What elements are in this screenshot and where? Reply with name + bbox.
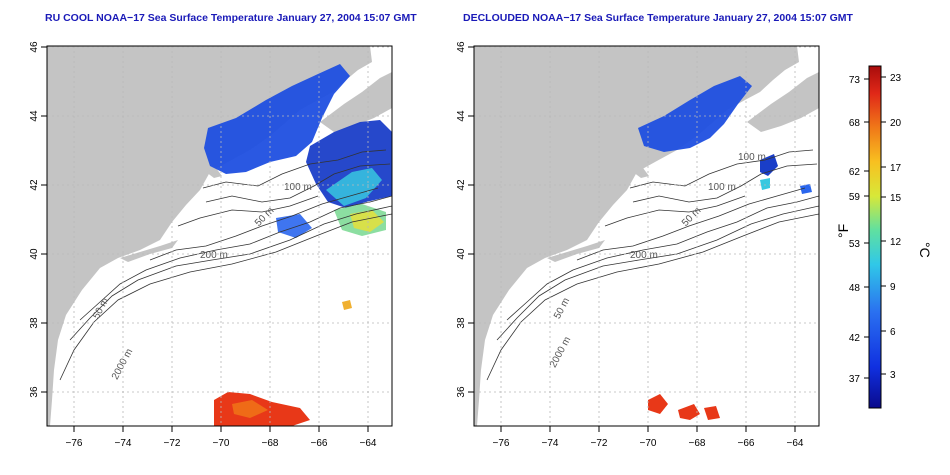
- left-long-island: [120, 240, 178, 262]
- colorbar-c-tick-label: 17: [890, 163, 902, 174]
- right-x-tick-label: −72: [591, 438, 608, 449]
- left-sst-gulf-of-maine: [204, 64, 350, 174]
- right-y-tick-label: 40: [456, 248, 467, 260]
- colorbar-gradient: [868, 65, 882, 409]
- right-sst-gulf-of-maine: [638, 76, 752, 152]
- colorbar: 73 68 62 59 53 48 42 37 23 20 17 15 12 9 6 3 °F °C: [835, 65, 933, 409]
- left-sst-warm-core: [232, 400, 268, 418]
- colorbar-f-tick-label: 37: [849, 374, 861, 385]
- left-x-tick-label: −72: [164, 438, 181, 449]
- left-label-200m: 200 m: [200, 250, 228, 261]
- right-sst-warm-patch-2: [678, 404, 700, 420]
- left-isobaths: [59, 149, 392, 381]
- right-sst-warm-patch: [648, 394, 668, 414]
- colorbar-f-tick-label: 42: [849, 333, 861, 344]
- left-y-tick-label: 36: [29, 386, 40, 398]
- colorbar-f-tick-label: 53: [849, 239, 861, 250]
- colorbar-c-tick-label: 6: [890, 327, 896, 338]
- right-cape-cod: [633, 168, 649, 178]
- left-frame: [46, 45, 393, 427]
- left-nova-scotia: [320, 72, 392, 132]
- right-x-tick-label: −74: [542, 438, 559, 449]
- right-label-100m-north: 100 m: [738, 152, 766, 163]
- left-sst-orange-dot: [342, 300, 352, 310]
- right-y-tick-label: 44: [456, 110, 467, 122]
- left-y-tick-label: 44: [29, 110, 40, 122]
- colorbar-c-tick-label: 15: [890, 193, 902, 204]
- right-panel-title: DECLOUDED NOAA−17 Sea Surface Temperatur…: [463, 12, 853, 24]
- right-nova-scotia: [747, 72, 819, 132]
- left-x-tick-label: −70: [213, 438, 230, 449]
- left-panel-title: RU COOL NOAA−17 Sea Surface Temperature …: [45, 12, 417, 24]
- right-x-tick-label: −64: [787, 438, 804, 449]
- right-y-tick-label: 46: [456, 41, 467, 53]
- right-x-tick-label: −68: [689, 438, 706, 449]
- colorbar-c-tick-label: 9: [890, 282, 896, 293]
- right-x-tick-label: −76: [493, 438, 510, 449]
- colorbar-fahrenheit-label: °F: [835, 224, 851, 238]
- colorbar-f-tick-label: 48: [849, 283, 861, 294]
- right-sst-warm-patch-3: [704, 406, 720, 420]
- right-y-tick-label: 42: [456, 179, 467, 191]
- right-axis-ticks: −76 −74 −72 −70 −68 −66 −64 36 38 40 42 44 46: [456, 41, 804, 449]
- left-sst-yellow-patch: [350, 210, 384, 232]
- colorbar-celsius-ticks: 23 20 17 15 12 9 6 3: [881, 73, 902, 381]
- left-sst-blue-streak: [276, 214, 312, 238]
- colorbar-f-tick-label: 73: [849, 75, 861, 86]
- colorbar-c-tick-label: 20: [890, 118, 902, 129]
- right-map-panel: 100 m 100 m 50 m 200 m 50 m 2000 m −76 −7…: [456, 41, 820, 449]
- right-sst-cyan-dot: [760, 178, 770, 190]
- left-y-tick-label: 40: [29, 248, 40, 260]
- colorbar-c-tick-label: 3: [890, 370, 896, 381]
- left-y-tick-label: 42: [29, 179, 40, 191]
- right-label-100m: 100 m: [708, 182, 736, 193]
- left-land-mass: [47, 46, 372, 426]
- right-land-mass: [474, 46, 799, 426]
- colorbar-f-tick-label: 62: [849, 167, 861, 178]
- right-sst-blue-dot: [800, 184, 812, 194]
- left-gridlines: [47, 46, 392, 426]
- right-gridlines: [474, 46, 819, 426]
- left-x-tick-label: −64: [360, 438, 377, 449]
- left-x-tick-label: −76: [66, 438, 83, 449]
- right-long-island: [547, 240, 605, 262]
- colorbar-f-tick-label: 68: [849, 118, 861, 129]
- colorbar-celsius-label: °C: [917, 242, 933, 258]
- left-x-tick-label: −68: [262, 438, 279, 449]
- left-y-tick-label: 46: [29, 41, 40, 53]
- right-x-tick-label: −70: [640, 438, 657, 449]
- left-x-tick-label: −66: [311, 438, 328, 449]
- left-x-tick-label: −74: [115, 438, 132, 449]
- right-x-tick-label: −66: [738, 438, 755, 449]
- left-label-100m: 100 m: [284, 182, 312, 193]
- left-y-tick-label: 38: [29, 317, 40, 329]
- colorbar-c-tick-label: 23: [890, 73, 902, 84]
- right-isobaths: [486, 149, 819, 381]
- colorbar-f-tick-label: 59: [849, 192, 861, 203]
- right-y-tick-label: 38: [456, 317, 467, 329]
- left-axis-ticks: −76 −74 −72 −70 −68 −66 −64 36 38 40 42 44 46: [29, 41, 377, 449]
- colorbar-fahrenheit-ticks: 73 68 62 59 53 48 42 37: [849, 75, 869, 385]
- left-cape-cod: [206, 168, 222, 178]
- right-y-tick-label: 36: [456, 386, 467, 398]
- colorbar-c-tick-label: 12: [890, 237, 902, 248]
- right-label-200m: 200 m: [630, 250, 658, 261]
- right-frame: [473, 45, 820, 427]
- left-map-panel: 100 m 50 m 200 m 50 m 2000 m −76 −74 −72 −7…: [29, 41, 393, 449]
